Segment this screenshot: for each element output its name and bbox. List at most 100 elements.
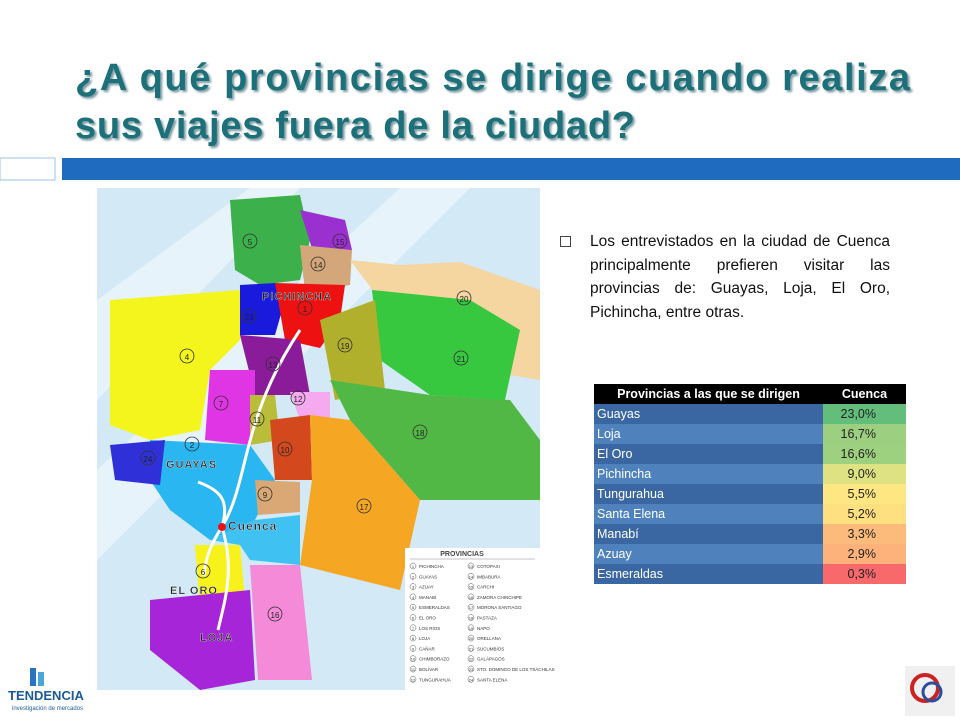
legend-marker xyxy=(467,655,475,662)
table-header: Cuenca xyxy=(822,384,906,404)
region-marker xyxy=(297,300,313,316)
table-row: Loja 16,7% xyxy=(594,424,906,444)
title-line: sus viajes fuera de la ciudad? xyxy=(75,105,635,147)
legend-number: 23 xyxy=(469,667,474,672)
table-row: Tungurahua 5,5% xyxy=(594,484,906,504)
legend-name: LOS RÍOS xyxy=(419,625,440,631)
legend-name: CHIMBORAZO xyxy=(419,657,450,662)
region-marker xyxy=(412,424,428,440)
legend-number: 7 xyxy=(412,626,415,631)
table-body: Guayas 23,0% Loja 16,7% El Oro 16,6% Pichincha… xyxy=(594,404,906,584)
legend-marker xyxy=(409,562,417,570)
legend-number: 17 xyxy=(469,605,474,610)
legend-marker xyxy=(467,665,475,673)
legend-marker xyxy=(467,603,475,611)
legend-marker xyxy=(409,573,417,580)
legend-number: 16 xyxy=(469,595,474,600)
region-number: 24 xyxy=(144,455,153,464)
legend-number: 8 xyxy=(412,636,415,641)
legend-name: SANTA ELENA xyxy=(477,677,507,682)
legend-marker xyxy=(409,603,417,611)
region-marker xyxy=(337,337,353,353)
region-marker xyxy=(332,233,348,249)
legend-marker xyxy=(409,665,417,673)
legend-number: 21 xyxy=(469,646,474,651)
region-number: 11 xyxy=(253,416,262,425)
value-cell: 0,3% xyxy=(822,564,906,584)
province-cell: Guayas xyxy=(594,404,823,424)
logo-tagline: investigación de mercados xyxy=(12,706,83,712)
legend-number: 10 xyxy=(411,657,416,662)
region-number: 2 xyxy=(190,441,195,450)
legend-name: PASTAZA xyxy=(477,616,497,621)
value-cell: 5,2% xyxy=(822,504,906,524)
legend-name: CAÑAR xyxy=(419,645,436,651)
legend-number: 14 xyxy=(469,574,474,579)
legend-number: 15 xyxy=(469,585,474,590)
legend-number: 22 xyxy=(469,657,474,662)
region-number: 13 xyxy=(269,361,278,370)
value-cell: 9,0% xyxy=(822,464,906,484)
legend-name: LOJA xyxy=(419,636,430,641)
region-marker xyxy=(310,256,326,272)
legend-marker xyxy=(467,645,475,652)
province-cell: El Oro xyxy=(594,444,823,464)
region-marker xyxy=(265,356,281,372)
region-number: 9 xyxy=(263,491,268,500)
legend-number: 3 xyxy=(412,585,415,590)
legend-name: MORONA SANTIAGO xyxy=(477,605,522,610)
title-line: ¿A qué provincias se dirige cuando reali… xyxy=(75,57,911,99)
legend-marker xyxy=(467,634,475,642)
region-marker xyxy=(184,436,200,452)
legend-title: PROVINCIAS xyxy=(440,551,484,558)
region-marker xyxy=(267,606,283,622)
province-cell: Esmeraldas xyxy=(594,564,823,584)
region-marker xyxy=(140,450,156,466)
province-cell: Tungurahua xyxy=(594,484,823,504)
region-number: 7 xyxy=(219,400,224,409)
table-header: Provincias a las que se dirigen xyxy=(594,384,823,404)
map-label: GUAYAS xyxy=(166,459,217,471)
legend-number: 19 xyxy=(469,626,474,631)
value-cell: 3,3% xyxy=(822,524,906,544)
region-marker xyxy=(213,395,229,411)
value-cell: 2,9% xyxy=(822,544,906,564)
legend-name: NAPO xyxy=(477,626,490,631)
header-bar xyxy=(62,158,960,180)
province-cell: Santa Elena xyxy=(594,504,823,524)
table-row: Esmeraldas 0,3% xyxy=(594,564,906,584)
value-cell: 16,7% xyxy=(822,424,906,444)
logo-name: TENDENCIA xyxy=(8,688,84,703)
legend-number: 18 xyxy=(469,616,474,621)
map xyxy=(97,188,540,690)
legend-number: 20 xyxy=(469,636,474,641)
table-row: Azuay 2,9% xyxy=(594,544,906,564)
right-logo xyxy=(905,666,955,716)
region-marker xyxy=(249,411,265,427)
table-row: Manabí 3,3% xyxy=(594,524,906,544)
region-number: 12 xyxy=(294,395,303,404)
region-marker xyxy=(195,563,211,579)
region-number: 15 xyxy=(336,238,345,247)
region-marker xyxy=(242,233,258,249)
legend-number: 5 xyxy=(412,605,415,610)
legend-marker xyxy=(467,624,475,632)
legend-marker xyxy=(409,645,417,652)
legend-name: ZAMORA CHINCHIPE xyxy=(477,595,522,600)
region-number: 21 xyxy=(457,355,466,364)
legend-name: AZUAY xyxy=(419,585,434,590)
legend-name: IMBABURA xyxy=(477,574,501,579)
legend-name: COTOPAXI xyxy=(477,564,500,569)
table: Provincias a las que se dirigen Cuenca G… xyxy=(594,384,906,584)
region-number: 5 xyxy=(248,238,253,247)
table-row: Pichincha 9,0% xyxy=(594,464,906,484)
legend-marker xyxy=(409,655,417,662)
legend-number: 1 xyxy=(412,564,415,569)
region-marker xyxy=(257,486,273,502)
legend-name: PICHINCHA xyxy=(419,564,444,569)
legend-name: BOLÍVAR xyxy=(419,666,439,672)
province-cell: Loja xyxy=(594,424,823,444)
region-marker xyxy=(179,348,195,364)
table-row: El Oro 16,6% xyxy=(594,444,906,464)
legend-name: GALÁPAGOS xyxy=(477,656,505,662)
